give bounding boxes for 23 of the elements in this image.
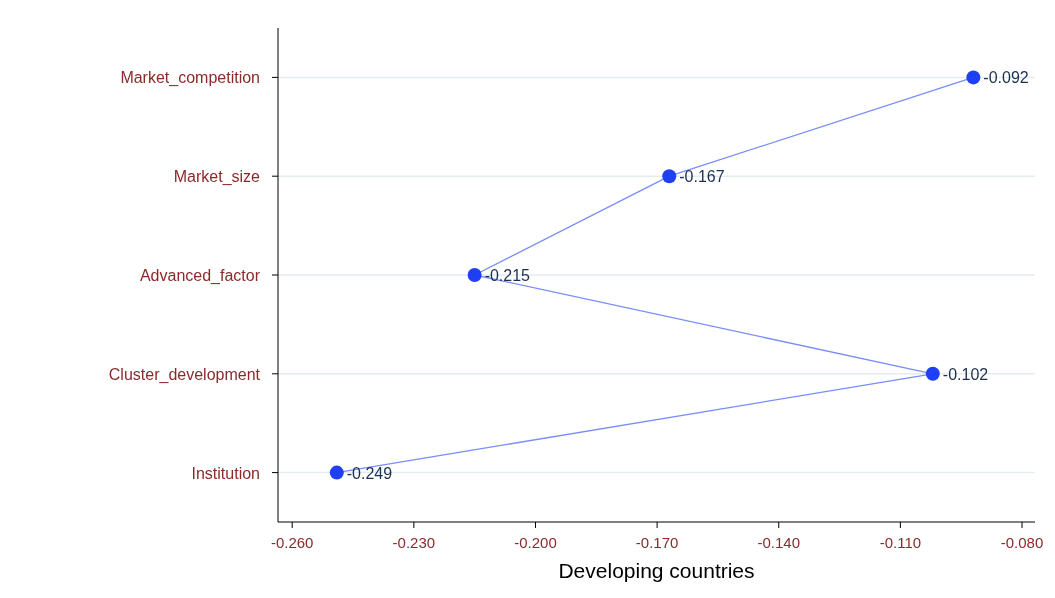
point bbox=[925, 366, 940, 381]
data-label: -0.102 bbox=[942, 365, 989, 383]
x-tick-label: -0.200 bbox=[514, 534, 557, 551]
x-tick-label: -0.140 bbox=[757, 534, 801, 551]
y-tick-label: Market_size bbox=[173, 168, 261, 187]
point bbox=[662, 169, 677, 184]
point bbox=[467, 268, 482, 282]
data-label: -0.092 bbox=[983, 69, 1029, 87]
y-tick-label: Institution bbox=[191, 464, 260, 482]
y-tick-label: Market_competition bbox=[120, 69, 260, 88]
y-tick-label: Cluster_development bbox=[108, 365, 261, 384]
y-tick-label: Advanced_factor bbox=[139, 267, 261, 285]
data-label: -0.167 bbox=[679, 168, 725, 186]
x-axis-title: Developing countries bbox=[558, 559, 755, 582]
x-tick-label: -0.260 bbox=[270, 534, 314, 551]
x-tick-label: -0.080 bbox=[1000, 534, 1044, 551]
x-tick-label: -0.110 bbox=[879, 534, 922, 551]
data-label: -0.215 bbox=[484, 267, 531, 284]
x-tick-label: -0.230 bbox=[392, 534, 436, 551]
data-label: -0.249 bbox=[346, 464, 393, 482]
point bbox=[966, 70, 981, 85]
point bbox=[329, 465, 344, 480]
x-tick-label: -0.170 bbox=[635, 534, 679, 551]
